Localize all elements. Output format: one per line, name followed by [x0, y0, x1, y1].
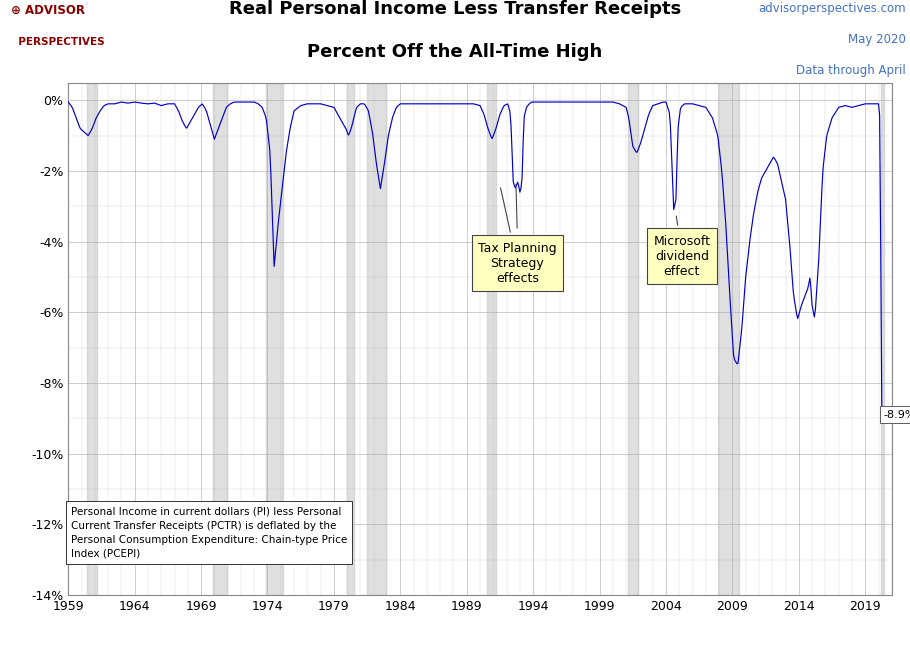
Text: advisorperspectives.com: advisorperspectives.com — [758, 2, 905, 15]
Text: Percent Off the All-Time High: Percent Off the All-Time High — [308, 43, 602, 61]
Text: Microsoft
dividend
effect: Microsoft dividend effect — [653, 216, 711, 278]
Text: Data through April: Data through April — [795, 64, 905, 77]
Bar — [267, 83, 283, 595]
Text: May 2020: May 2020 — [847, 33, 905, 46]
Text: ⊕ ADVISOR: ⊕ ADVISOR — [11, 4, 85, 17]
Text: Real Personal Income Less Transfer Receipts: Real Personal Income Less Transfer Recei… — [229, 0, 681, 18]
Bar — [348, 83, 354, 595]
Bar — [487, 83, 496, 595]
Text: PERSPECTIVES: PERSPECTIVES — [11, 37, 105, 47]
Text: -8.9%: -8.9% — [884, 410, 910, 420]
Text: Personal Income in current dollars (PI) less Personal
Current Transfer Receipts : Personal Income in current dollars (PI) … — [71, 506, 347, 559]
Bar — [718, 83, 739, 595]
Bar — [881, 83, 885, 595]
Bar — [213, 83, 227, 595]
Bar — [367, 83, 386, 595]
Bar — [87, 83, 97, 595]
Text: Tax Planning
Strategy
effects: Tax Planning Strategy effects — [478, 188, 557, 285]
Bar — [629, 83, 638, 595]
